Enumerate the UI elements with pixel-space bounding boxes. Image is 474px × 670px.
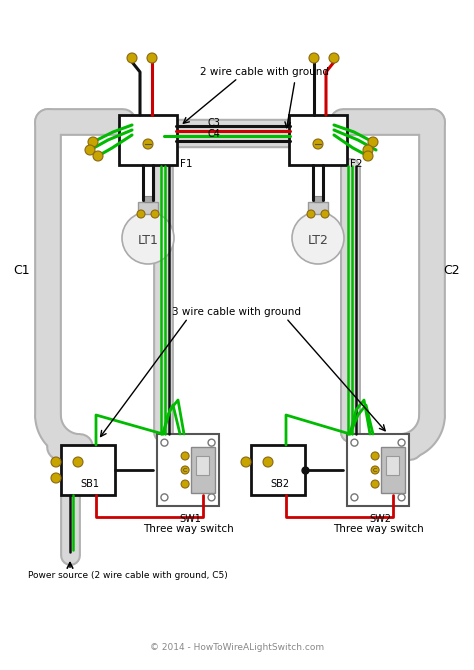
Bar	[308, 202, 328, 214]
Text: C: C	[183, 468, 187, 472]
Bar	[251, 445, 305, 495]
Circle shape	[51, 457, 61, 467]
Text: C4: C4	[208, 129, 221, 139]
Bar	[61, 445, 115, 495]
Circle shape	[181, 452, 189, 460]
Circle shape	[143, 139, 153, 149]
Circle shape	[241, 457, 251, 467]
Circle shape	[137, 210, 145, 218]
Circle shape	[398, 494, 405, 501]
Bar	[381, 447, 405, 493]
Bar	[138, 202, 158, 214]
Circle shape	[321, 210, 329, 218]
Text: LT2: LT2	[308, 234, 328, 247]
Text: Power source (2 wire cable with ground, C5): Power source (2 wire cable with ground, …	[28, 570, 228, 580]
Text: C: C	[373, 468, 377, 472]
Circle shape	[88, 137, 98, 147]
Text: LT1: LT1	[137, 234, 158, 247]
Circle shape	[208, 494, 215, 501]
Text: 3 wire cable with ground: 3 wire cable with ground	[173, 307, 301, 317]
Circle shape	[351, 439, 358, 446]
Circle shape	[51, 473, 61, 483]
Bar	[119, 115, 177, 165]
Text: C1: C1	[14, 263, 30, 277]
Circle shape	[363, 145, 373, 155]
Circle shape	[85, 145, 95, 155]
Circle shape	[208, 439, 215, 446]
Circle shape	[371, 480, 379, 488]
Text: SW2: SW2	[369, 514, 391, 524]
Text: C3: C3	[208, 118, 221, 128]
Bar	[191, 447, 215, 493]
Circle shape	[329, 53, 339, 63]
Circle shape	[151, 210, 159, 218]
Text: SB1: SB1	[81, 479, 100, 489]
Circle shape	[161, 439, 168, 446]
Circle shape	[368, 137, 378, 147]
Circle shape	[181, 466, 189, 474]
Circle shape	[307, 210, 315, 218]
Bar	[347, 434, 409, 506]
Circle shape	[73, 457, 83, 467]
Text: C2: C2	[444, 263, 460, 277]
Circle shape	[351, 494, 358, 501]
Text: 2 wire cable with ground: 2 wire cable with ground	[201, 67, 329, 77]
Circle shape	[147, 53, 157, 63]
Circle shape	[263, 457, 273, 467]
Bar	[144, 196, 152, 202]
Text: Three way switch: Three way switch	[333, 524, 423, 534]
Circle shape	[127, 53, 137, 63]
Circle shape	[161, 494, 168, 501]
Circle shape	[371, 452, 379, 460]
Circle shape	[309, 53, 319, 63]
Text: F1: F1	[180, 159, 192, 169]
Circle shape	[122, 212, 174, 264]
Bar	[157, 434, 219, 506]
Bar	[314, 196, 322, 202]
Bar	[196, 456, 210, 474]
Circle shape	[292, 212, 344, 264]
Text: F2: F2	[350, 159, 363, 169]
Bar	[289, 115, 347, 165]
Text: SB2: SB2	[271, 479, 290, 489]
Circle shape	[93, 151, 103, 161]
Circle shape	[371, 466, 379, 474]
Circle shape	[398, 439, 405, 446]
Circle shape	[181, 480, 189, 488]
Text: SW1: SW1	[179, 514, 201, 524]
Circle shape	[363, 151, 373, 161]
Bar	[386, 456, 400, 474]
Circle shape	[313, 139, 323, 149]
Text: © 2014 - HowToWireALightSwitch.com: © 2014 - HowToWireALightSwitch.com	[150, 643, 324, 653]
Text: Three way switch: Three way switch	[143, 524, 233, 534]
